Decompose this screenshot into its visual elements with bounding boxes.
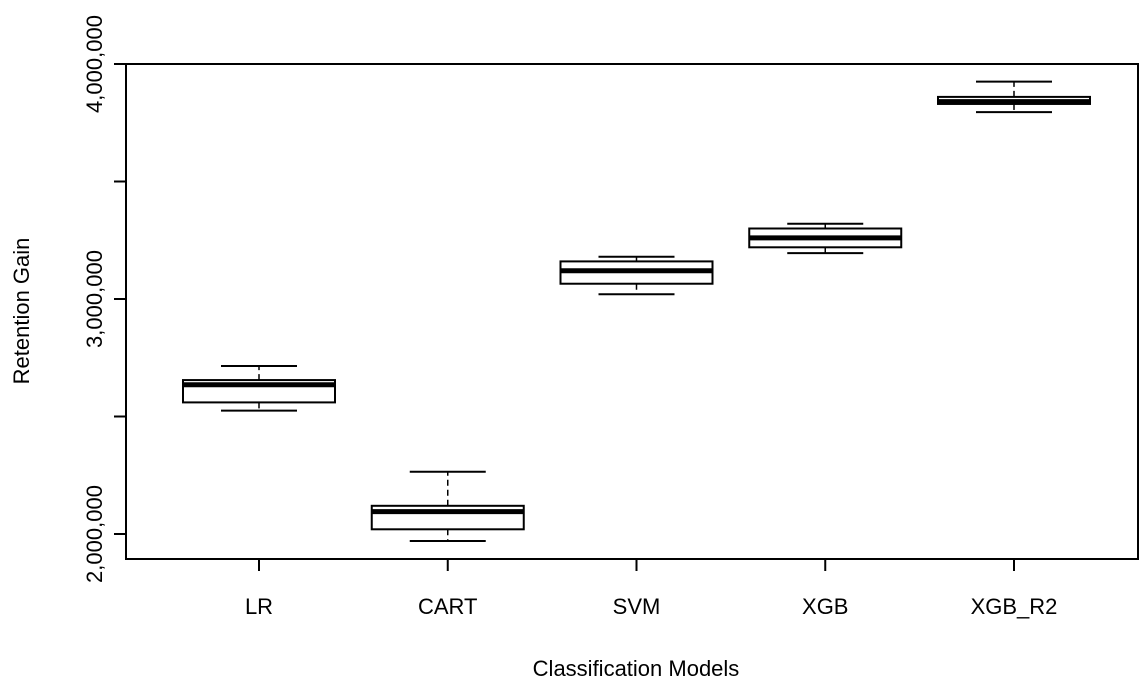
x-tick-label: XGB_R2 bbox=[971, 594, 1058, 619]
boxes-layer bbox=[182, 80, 1091, 543]
box-svm bbox=[559, 255, 714, 296]
x-tick-label: LR bbox=[245, 594, 273, 619]
box-xgb-r2 bbox=[937, 80, 1091, 114]
box-cart bbox=[370, 470, 525, 543]
y-axis: 2,000,000 3,000,000 4,000,000 bbox=[82, 15, 127, 583]
box-lr bbox=[182, 364, 336, 412]
y-tick-label: 3,000,000 bbox=[82, 250, 107, 348]
x-axis: LR CART SVM XGB XGB_R2 bbox=[245, 558, 1058, 619]
x-tick-label: XGB bbox=[802, 594, 848, 619]
plot-frame bbox=[125, 63, 1139, 560]
box-xgb bbox=[748, 222, 903, 255]
y-tick-label: 2,000,000 bbox=[82, 485, 107, 583]
y-tick-label: 4,000,000 bbox=[82, 15, 107, 113]
x-axis-title: Classification Models bbox=[533, 656, 740, 681]
x-tick-label: SVM bbox=[613, 594, 661, 619]
x-tick-label: CART bbox=[418, 594, 478, 619]
y-axis-title: Retention Gain bbox=[9, 238, 34, 385]
